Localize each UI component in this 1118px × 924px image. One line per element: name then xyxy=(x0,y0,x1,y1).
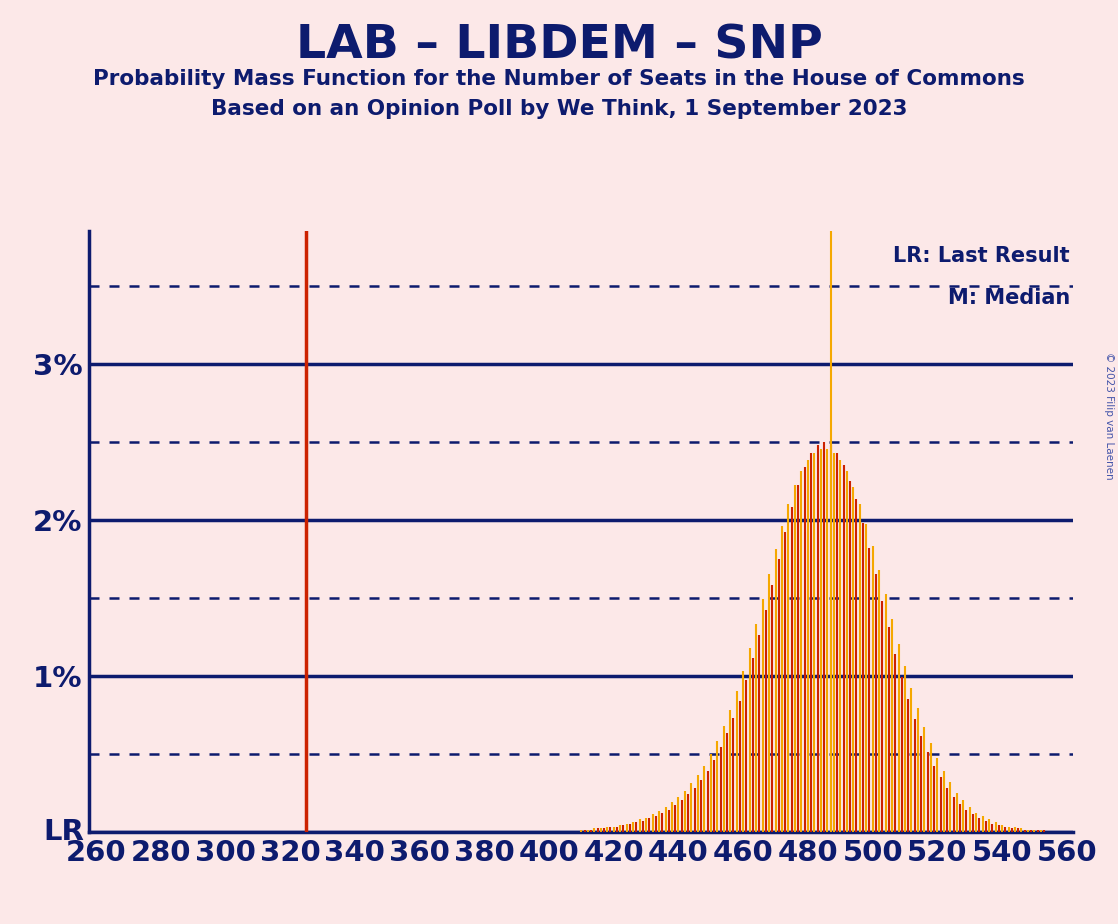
Text: LR: LR xyxy=(44,818,85,845)
Text: LR: Last Result: LR: Last Result xyxy=(893,246,1070,266)
Text: M: Median: M: Median xyxy=(948,288,1070,308)
Text: Probability Mass Function for the Number of Seats in the House of Commons: Probability Mass Function for the Number… xyxy=(93,69,1025,90)
Text: Based on an Opinion Poll by We Think, 1 September 2023: Based on an Opinion Poll by We Think, 1 … xyxy=(211,99,907,119)
Text: © 2023 Filip van Laenen: © 2023 Filip van Laenen xyxy=(1105,352,1114,480)
Text: LAB – LIBDEM – SNP: LAB – LIBDEM – SNP xyxy=(295,23,823,68)
